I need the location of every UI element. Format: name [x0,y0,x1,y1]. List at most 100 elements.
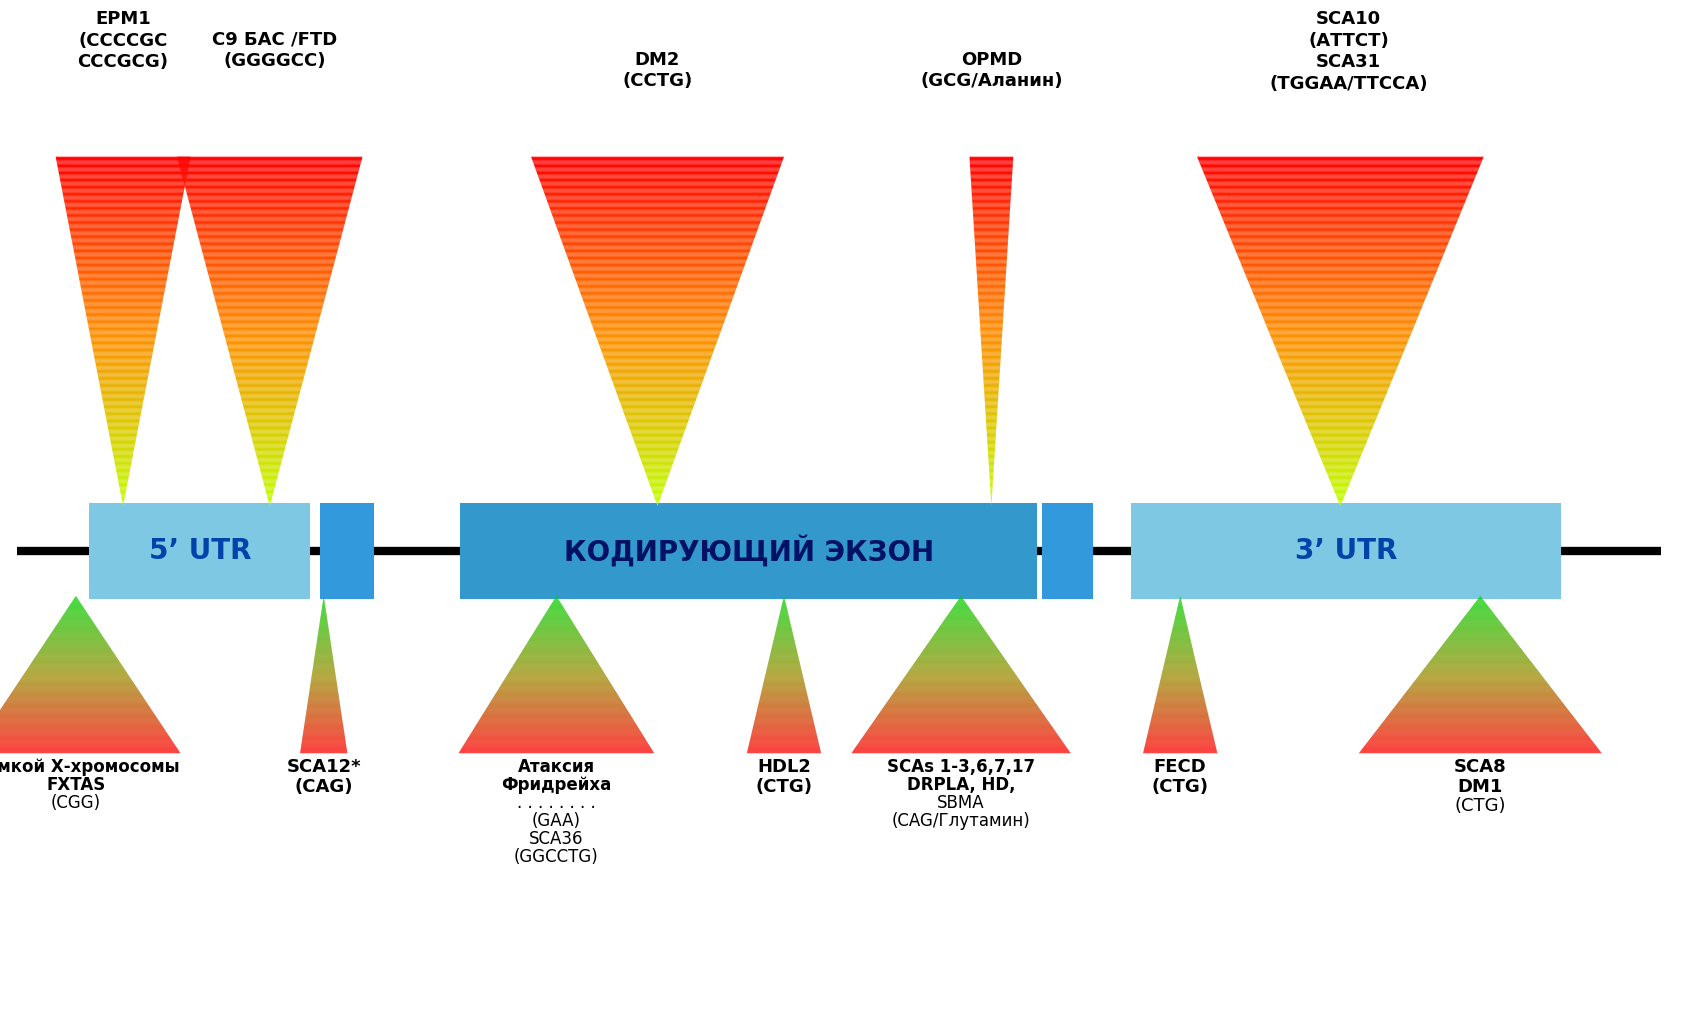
Polygon shape [980,329,1003,331]
Polygon shape [1310,433,1371,434]
Polygon shape [217,309,322,310]
Polygon shape [207,272,332,273]
Polygon shape [98,372,148,373]
Polygon shape [1329,477,1352,478]
Polygon shape [74,255,172,256]
Polygon shape [105,412,142,415]
Polygon shape [61,182,185,183]
Polygon shape [1305,419,1376,420]
Polygon shape [548,202,767,203]
Polygon shape [1271,339,1409,340]
Polygon shape [1236,252,1445,254]
Polygon shape [649,484,666,485]
Polygon shape [206,265,334,266]
Polygon shape [1263,316,1418,317]
Polygon shape [1241,263,1440,264]
Polygon shape [587,309,728,310]
Polygon shape [57,162,189,163]
Polygon shape [978,301,1005,302]
Polygon shape [561,241,754,242]
Polygon shape [969,163,1013,164]
Polygon shape [988,462,995,463]
Polygon shape [981,336,1001,338]
Polygon shape [1329,476,1352,477]
Polygon shape [261,474,278,476]
Polygon shape [265,485,275,486]
Polygon shape [74,257,172,258]
Polygon shape [1270,332,1413,333]
Polygon shape [253,442,287,443]
Polygon shape [980,319,1003,320]
Polygon shape [1199,159,1482,160]
Polygon shape [981,347,1001,348]
Polygon shape [988,450,995,451]
Polygon shape [71,236,175,237]
Polygon shape [969,166,1013,167]
Polygon shape [115,464,132,465]
Polygon shape [1280,358,1401,359]
Polygon shape [973,197,1010,198]
Polygon shape [647,479,668,480]
Polygon shape [634,442,681,443]
Polygon shape [216,305,324,307]
Polygon shape [533,163,782,164]
Polygon shape [585,304,730,305]
Polygon shape [115,465,132,466]
Polygon shape [177,157,362,158]
Polygon shape [81,292,165,293]
Polygon shape [632,434,685,435]
Polygon shape [976,262,1007,263]
Polygon shape [988,451,995,453]
Polygon shape [1197,157,1484,158]
Polygon shape [985,402,998,403]
Polygon shape [1207,182,1474,183]
Polygon shape [626,417,690,418]
Polygon shape [1222,219,1458,220]
Polygon shape [631,433,685,434]
Polygon shape [973,211,1010,212]
Polygon shape [56,160,191,162]
Polygon shape [971,190,1012,192]
Polygon shape [973,209,1010,210]
Polygon shape [1259,309,1421,310]
Polygon shape [1317,447,1364,448]
Polygon shape [978,281,1005,282]
Polygon shape [83,297,164,299]
Polygon shape [975,241,1008,242]
Polygon shape [1232,243,1448,244]
Polygon shape [595,334,720,335]
Polygon shape [62,188,184,189]
Polygon shape [561,240,754,241]
Polygon shape [67,213,179,215]
Polygon shape [57,170,189,171]
Polygon shape [266,493,273,494]
Polygon shape [1249,284,1431,285]
Polygon shape [244,409,295,410]
Polygon shape [209,274,330,275]
Polygon shape [647,476,668,477]
Polygon shape [973,207,1010,208]
Polygon shape [983,384,1000,385]
Polygon shape [1302,412,1379,415]
Polygon shape [1281,361,1399,362]
Text: HDL2: HDL2 [757,758,811,776]
Polygon shape [590,318,725,319]
Polygon shape [558,232,757,233]
Polygon shape [990,467,993,469]
Polygon shape [64,204,182,205]
Polygon shape [617,396,698,397]
Polygon shape [108,431,138,432]
Polygon shape [62,192,184,193]
Polygon shape [1214,200,1467,201]
Polygon shape [223,331,317,332]
Text: SCA12*: SCA12* [287,758,361,776]
Polygon shape [238,382,302,384]
Polygon shape [192,216,347,217]
Polygon shape [192,215,347,216]
Polygon shape [1322,462,1359,463]
Polygon shape [258,461,282,462]
Polygon shape [253,441,287,442]
Polygon shape [1232,244,1448,246]
Polygon shape [969,170,1013,171]
Polygon shape [239,393,300,394]
